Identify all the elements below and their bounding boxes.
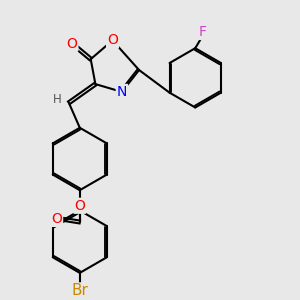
- Text: O: O: [51, 212, 62, 226]
- Text: F: F: [199, 25, 207, 39]
- Text: O: O: [74, 199, 85, 213]
- Text: N: N: [117, 85, 127, 99]
- Text: O: O: [107, 33, 118, 47]
- Text: O: O: [67, 37, 77, 50]
- Text: H: H: [52, 93, 62, 106]
- Text: Br: Br: [71, 284, 88, 298]
